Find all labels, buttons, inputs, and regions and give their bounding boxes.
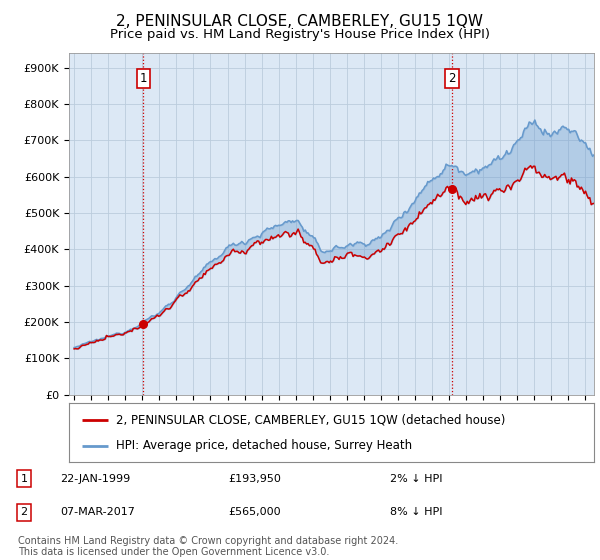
Text: £565,000: £565,000	[228, 507, 281, 517]
Text: 22-JAN-1999: 22-JAN-1999	[60, 474, 130, 484]
Text: 07-MAR-2017: 07-MAR-2017	[60, 507, 135, 517]
Text: 1: 1	[140, 72, 147, 85]
Text: 2: 2	[20, 507, 28, 517]
Text: Price paid vs. HM Land Registry's House Price Index (HPI): Price paid vs. HM Land Registry's House …	[110, 28, 490, 41]
Text: 2, PENINSULAR CLOSE, CAMBERLEY, GU15 1QW (detached house): 2, PENINSULAR CLOSE, CAMBERLEY, GU15 1QW…	[116, 413, 506, 426]
Text: HPI: Average price, detached house, Surrey Heath: HPI: Average price, detached house, Surr…	[116, 439, 412, 452]
Text: Contains HM Land Registry data © Crown copyright and database right 2024.
This d: Contains HM Land Registry data © Crown c…	[18, 535, 398, 557]
Text: 2, PENINSULAR CLOSE, CAMBERLEY, GU15 1QW: 2, PENINSULAR CLOSE, CAMBERLEY, GU15 1QW	[116, 14, 484, 29]
Text: £193,950: £193,950	[228, 474, 281, 484]
Text: 1: 1	[20, 474, 28, 484]
Text: 8% ↓ HPI: 8% ↓ HPI	[390, 507, 443, 517]
Text: 2% ↓ HPI: 2% ↓ HPI	[390, 474, 443, 484]
Text: 2: 2	[448, 72, 456, 85]
